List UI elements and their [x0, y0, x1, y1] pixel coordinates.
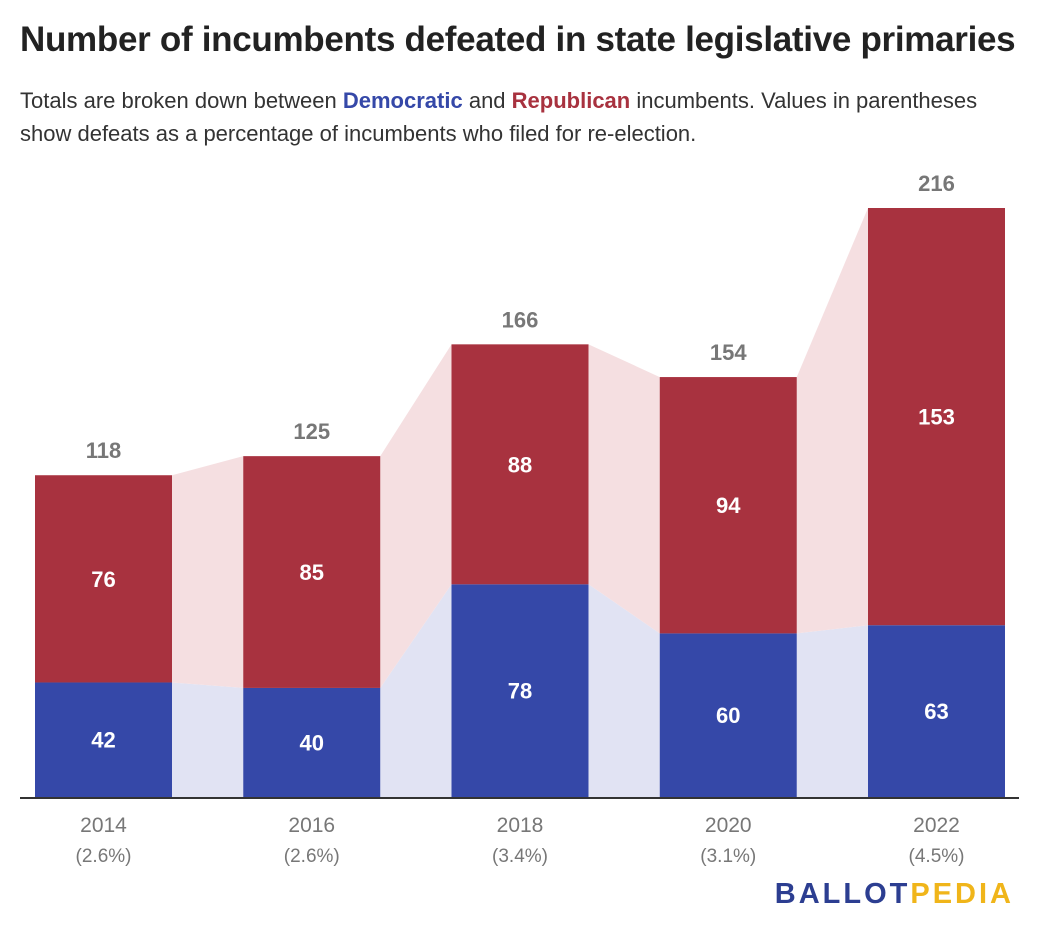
- republican-connector-band: [588, 344, 660, 634]
- x-tick-label: 2016: [288, 814, 335, 837]
- x-tick-sublabel: (3.1%): [700, 846, 756, 867]
- democratic-bar: [659, 633, 797, 797]
- democratic-bar: [451, 584, 589, 797]
- republican-value-label: 153: [918, 405, 955, 430]
- x-tick-sublabel: (2.6%): [284, 846, 340, 867]
- democratic-bar: [35, 682, 172, 797]
- democratic-value-label: 63: [924, 699, 948, 724]
- subtitle-text-1: Totals are broken down between: [20, 88, 343, 113]
- chart-subtitle: Totals are broken down between Democrati…: [20, 84, 1020, 150]
- republican-value-label: 76: [91, 567, 115, 592]
- x-tick-sublabel: (4.5%): [909, 846, 965, 867]
- republican-bar: [243, 456, 381, 688]
- x-tick-sublabel: (2.6%): [76, 846, 132, 867]
- democratic-connector-band: [380, 584, 452, 797]
- x-tick-label: 2022: [913, 814, 960, 837]
- total-value-label: 118: [86, 438, 122, 463]
- democratic-value-label: 42: [91, 728, 115, 753]
- democratic-value-label: 40: [300, 730, 324, 755]
- subtitle-text-2: and: [462, 88, 512, 113]
- democratic-bar: [868, 625, 1005, 797]
- chart-title: Number of incumbents defeated in state l…: [20, 20, 1016, 59]
- republican-bar: [868, 208, 1005, 626]
- total-value-label: 154: [710, 340, 747, 365]
- republican-connector-band: [172, 456, 244, 688]
- republican-bar: [35, 475, 172, 683]
- x-tick-label: 2020: [705, 814, 752, 837]
- subtitle-republican: Republican: [511, 88, 631, 113]
- x-tick-label: 2018: [497, 814, 544, 837]
- democratic-connector-band: [588, 584, 660, 797]
- democratic-connector-band: [796, 625, 868, 797]
- total-value-label: 125: [293, 419, 330, 444]
- x-tick-sublabel: (3.4%): [492, 846, 548, 867]
- democratic-value-label: 78: [508, 679, 532, 704]
- republican-bar: [659, 377, 797, 634]
- republican-value-label: 85: [300, 560, 324, 585]
- x-tick-label: 2014: [80, 814, 127, 837]
- republican-bar: [451, 344, 589, 585]
- total-value-label: 166: [502, 307, 539, 332]
- subtitle-democratic: Democratic: [342, 88, 463, 113]
- republican-connector-band: [796, 208, 868, 634]
- democratic-connector-band: [172, 682, 244, 797]
- democratic-value-label: 60: [716, 703, 740, 728]
- republican-value-label: 94: [716, 493, 741, 518]
- ballotpedia-logo: BALLOTPEDIA: [775, 878, 1014, 911]
- republican-value-label: 88: [508, 452, 532, 477]
- subtitle-text-3: incumbents. Values in parentheses show d…: [20, 88, 978, 146]
- democratic-bar: [243, 687, 381, 797]
- republican-connector-band: [380, 344, 452, 688]
- logo-part-pedia: PEDIA: [910, 878, 1014, 910]
- total-value-label: 216: [918, 171, 955, 196]
- logo-part-ballot: BALLOT: [774, 878, 911, 910]
